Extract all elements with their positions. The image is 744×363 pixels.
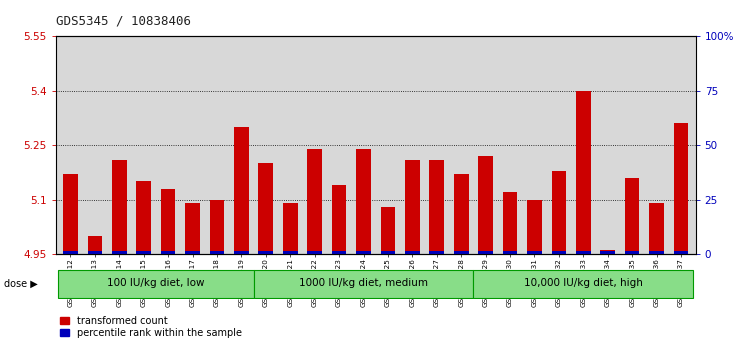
Bar xyxy=(258,163,273,254)
Bar xyxy=(356,149,371,254)
Bar xyxy=(527,251,542,254)
Bar xyxy=(112,251,126,254)
Bar xyxy=(454,174,469,254)
Text: 100 IU/kg diet, low: 100 IU/kg diet, low xyxy=(107,278,205,289)
Text: dose ▶: dose ▶ xyxy=(4,278,37,289)
Bar xyxy=(283,203,298,254)
Bar xyxy=(625,251,640,254)
Bar xyxy=(332,251,347,254)
Bar xyxy=(600,251,615,254)
Bar xyxy=(478,251,493,254)
Bar xyxy=(600,250,615,254)
Bar xyxy=(58,270,254,298)
Bar xyxy=(185,251,200,254)
Bar xyxy=(405,160,420,254)
Bar xyxy=(88,236,102,254)
Bar xyxy=(503,192,517,254)
Bar xyxy=(332,185,347,254)
Bar xyxy=(381,251,395,254)
Bar xyxy=(63,251,78,254)
Bar xyxy=(356,251,371,254)
Bar xyxy=(527,200,542,254)
Bar xyxy=(112,160,126,254)
Bar xyxy=(576,251,591,254)
Bar xyxy=(405,251,420,254)
Bar xyxy=(307,251,322,254)
Bar xyxy=(478,156,493,254)
Bar xyxy=(551,251,566,254)
Bar xyxy=(673,123,688,254)
Bar xyxy=(161,189,176,254)
Text: GDS5345 / 10838406: GDS5345 / 10838406 xyxy=(56,15,190,28)
Bar xyxy=(185,203,200,254)
Bar xyxy=(210,251,224,254)
Bar xyxy=(254,270,473,298)
Bar xyxy=(503,251,517,254)
Bar xyxy=(429,251,444,254)
Bar xyxy=(63,174,78,254)
Bar xyxy=(551,171,566,254)
Bar xyxy=(429,160,444,254)
Bar xyxy=(673,251,688,254)
Bar xyxy=(454,251,469,254)
Bar xyxy=(307,149,322,254)
Bar xyxy=(650,203,664,254)
Bar xyxy=(136,251,151,254)
Bar xyxy=(88,251,102,254)
Text: 10,000 IU/kg diet, high: 10,000 IU/kg diet, high xyxy=(524,278,643,289)
Bar xyxy=(650,251,664,254)
Legend: transformed count, percentile rank within the sample: transformed count, percentile rank withi… xyxy=(56,312,246,342)
Bar xyxy=(234,251,248,254)
Bar xyxy=(381,207,395,254)
Bar xyxy=(136,182,151,254)
Bar xyxy=(473,270,693,298)
Bar xyxy=(258,251,273,254)
Bar xyxy=(576,91,591,254)
Bar xyxy=(161,251,176,254)
Bar xyxy=(625,178,640,254)
Bar xyxy=(210,200,224,254)
Bar xyxy=(234,127,248,254)
Bar xyxy=(283,251,298,254)
Text: 1000 IU/kg diet, medium: 1000 IU/kg diet, medium xyxy=(299,278,428,289)
